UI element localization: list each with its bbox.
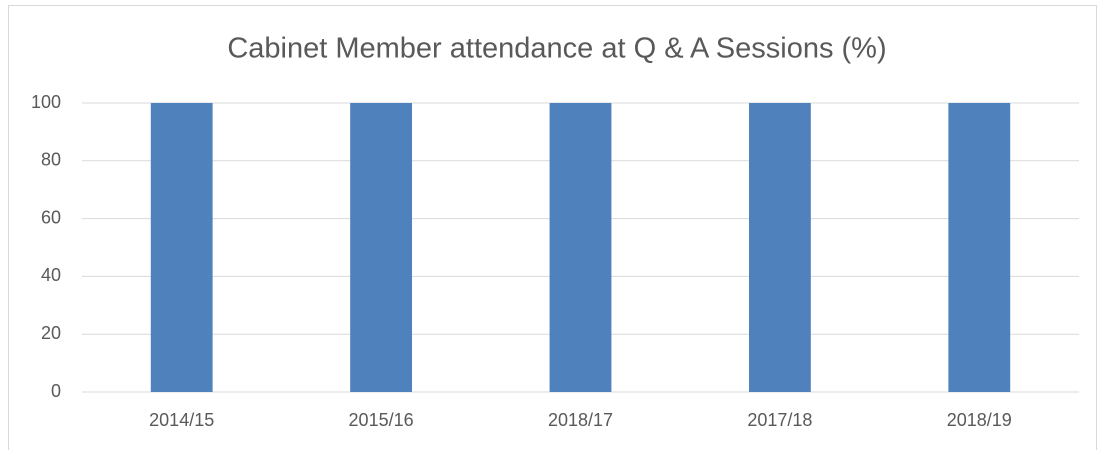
x-tick-label: 2018/19 (947, 410, 1012, 430)
x-tick-label: 2015/16 (349, 410, 414, 430)
y-tick-label: 60 (41, 207, 61, 227)
bar (150, 103, 213, 392)
y-tick-label: 100 (31, 92, 61, 112)
x-tick-label: 2014/15 (149, 410, 214, 430)
chart-title: Cabinet Member attendance at Q & A Sessi… (227, 33, 886, 65)
y-tick-label: 0 (51, 381, 61, 401)
x-tick-label: 2018/17 (548, 410, 613, 430)
y-tick-label: 80 (41, 150, 61, 170)
x-tick-label: 2017/18 (747, 410, 812, 430)
bar (948, 103, 1011, 392)
y-tick-label: 40 (41, 265, 61, 285)
bar (350, 103, 413, 392)
bar (748, 103, 811, 392)
bar (549, 103, 612, 392)
y-tick-label: 20 (41, 323, 61, 343)
